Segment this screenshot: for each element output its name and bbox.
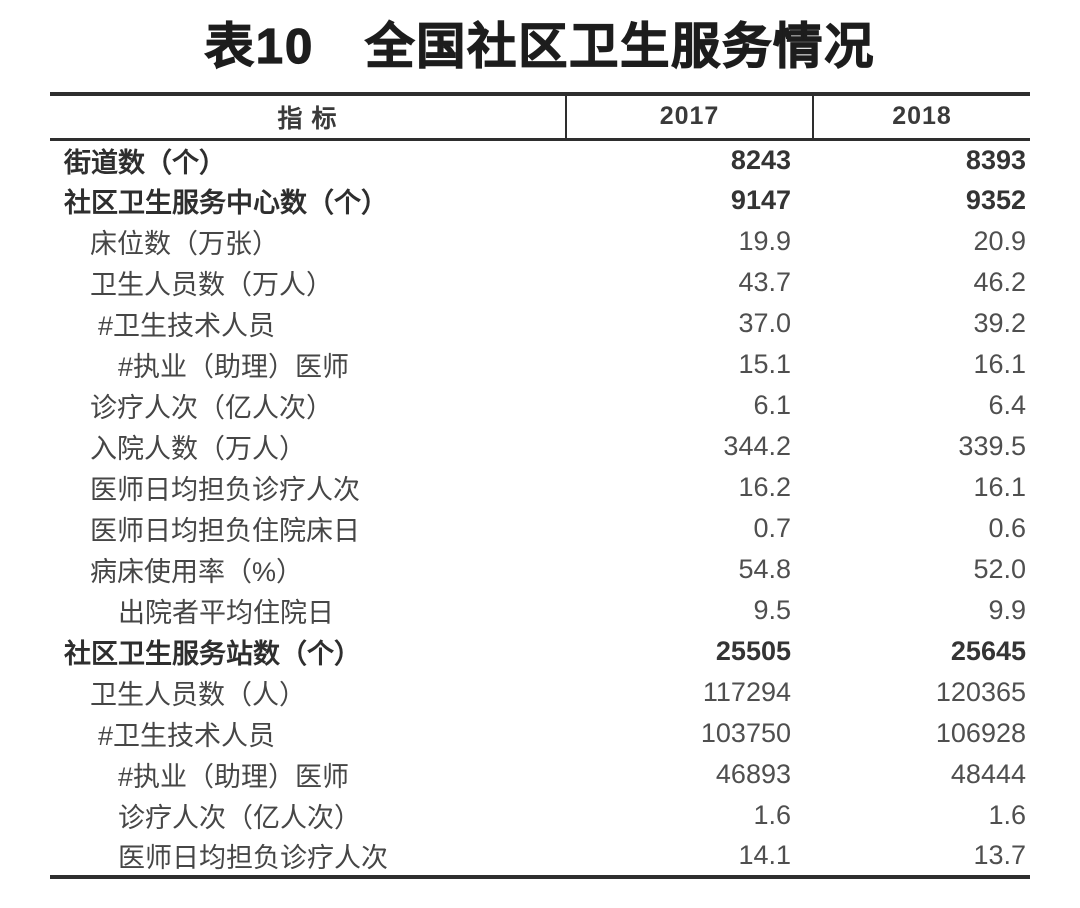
value-2018: 9352 [965,185,1026,215]
value-2018: 1.6 [988,800,1026,830]
table-row: 街道数（个） 8243 8393 [50,139,1030,180]
value-2017: 0.7 [753,513,791,543]
indicator-label: #卫生技术人员 [98,311,276,341]
table-row: #执业（助理）医师 15.1 16.1 [50,344,1030,385]
value-2017: 9147 [730,185,791,215]
value-2017: 344.2 [723,431,791,461]
header-indicator: 指 标 [50,94,566,141]
header-2018: 2018 [812,94,1030,141]
table-row: 医师日均担负住院床日 0.7 0.6 [50,508,1030,549]
value-2017: 6.1 [753,390,791,420]
table-row: 诊疗人次（亿人次） 6.1 6.4 [50,385,1030,426]
value-2017: 25505 [715,636,791,666]
table-row: 社区卫生服务站数（个） 25505 25645 [50,631,1030,672]
value-2018: 0.6 [988,513,1026,543]
indicator-label: #执业（助理）医师 [118,762,350,792]
table-row: 卫生人员数（人） 117294 120365 [50,672,1030,713]
indicator-label: 床位数（万张） [90,229,279,259]
value-2017: 16.2 [738,472,791,502]
value-2018: 13.7 [973,840,1026,870]
value-2018: 20.9 [973,226,1026,256]
table-row: 医师日均担负诊疗人次 16.2 16.1 [50,467,1030,508]
table-row: #卫生技术人员 37.0 39.2 [50,303,1030,344]
value-2017: 117294 [702,677,791,707]
value-2018: 120365 [935,677,1026,707]
value-2018: 9.9 [988,595,1026,625]
value-2017: 103750 [700,718,791,748]
indicator-label: 入院人数（万人） [90,434,306,464]
indicator-label: 病床使用率（%） [90,557,304,587]
table-row: 出院者平均住院日 9.5 9.9 [50,590,1030,631]
indicator-label: #卫生技术人员 [98,721,276,751]
table-row: 社区卫生服务中心数（个） 9147 9352 [50,180,1030,221]
value-2017: 15.1 [738,349,791,379]
value-2017: 43.7 [738,267,791,297]
value-2018: 6.4 [988,390,1026,420]
table-row: 床位数（万张） 19.9 20.9 [50,221,1030,262]
indicator-label: 卫生人员数（人） [90,680,306,710]
indicator-label: 医师日均担负诊疗人次 [90,475,360,505]
indicator-label: 医师日均担负诊疗人次 [118,843,388,873]
value-2018: 8393 [965,144,1026,175]
indicator-label: 诊疗人次（亿人次） [90,393,333,423]
value-2017: 9.5 [753,595,791,625]
table-row: 医师日均担负诊疗人次 14.1 13.7 [50,836,1030,877]
indicator-label: 诊疗人次（亿人次） [118,803,361,833]
value-2017: 19.9 [738,226,791,256]
header-2017: 2017 [565,94,813,141]
table-row: 诊疗人次（亿人次） 1.6 1.6 [50,795,1030,836]
indicator-label: 街道数（个） [64,147,226,178]
value-2018: 48444 [950,759,1026,789]
value-2018: 46.2 [973,267,1026,297]
value-2017: 37.0 [738,308,791,338]
page-title: 表10 全国社区卫生服务情况 [204,19,876,74]
value-2018: 39.2 [973,308,1026,338]
value-2018: 52.0 [973,554,1026,584]
value-2018: 339.5 [958,431,1026,461]
indicator-label: 医师日均担负住院床日 [90,516,360,546]
value-2017: 54.8 [738,554,791,584]
value-2018: 106928 [935,718,1026,748]
table-header: 指 标 2017 2018 [50,94,1030,141]
table-row: #卫生技术人员 103750 106928 [50,713,1030,754]
value-2017: 46893 [715,759,791,789]
indicator-label: 社区卫生服务中心数（个） [64,188,388,218]
indicator-label: 卫生人员数（万人） [90,270,333,300]
table-row: 入院人数（万人） 344.2 339.5 [50,426,1030,467]
header-row: 指 标 2017 2018 [50,94,1030,141]
value-2017: 1.6 [753,800,791,830]
table-row: #执业（助理）医师 46893 48444 [50,754,1030,795]
indicator-label: #执业（助理）医师 [118,352,350,382]
value-2018: 16.1 [973,472,1026,502]
value-2017: 14.1 [738,840,791,870]
value-2017: 8243 [730,144,791,175]
table-body: 街道数（个） 8243 8393 社区卫生服务中心数（个） 9147 9352 床位数（万张… [50,139,1030,877]
table-row: 卫生人员数（万人） 43.7 46.2 [50,262,1030,303]
value-2018: 25645 [950,636,1026,666]
value-2018: 16.1 [973,349,1026,379]
stats-table: 指 标 2017 2018 街道数（个） 8243 8393 社区卫生服务中心数（个）… [50,92,1030,879]
indicator-label: 出院者平均住院日 [118,598,334,628]
table-row: 病床使用率（%） 54.8 52.0 [50,549,1030,590]
indicator-label: 社区卫生服务站数（个） [64,639,361,669]
